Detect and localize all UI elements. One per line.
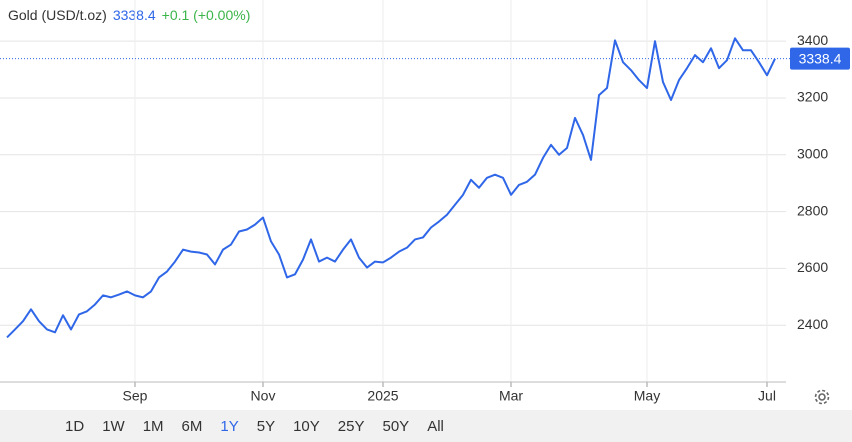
y-tick-label: 3000 [797, 145, 828, 161]
price: 3338.4 [112, 7, 156, 23]
range-button[interactable]: 50Y [382, 417, 410, 435]
y-tick-label: 3200 [797, 89, 828, 105]
range-button[interactable]: All [427, 417, 444, 435]
range-button[interactable]: 1Y [220, 417, 239, 435]
price-line [6, 37, 776, 339]
chart: 2400 2600 2800 3000 3200 3400 Sep Nov 2025 Mar May… [0, 0, 850, 405]
x-tick-label: Jul [758, 388, 776, 404]
x-tick-label: May [634, 388, 660, 404]
y-tick-label: 2800 [797, 202, 828, 218]
header: Gold (USD/t.oz) 3338.4 +0.1 (+0.00%) [8, 7, 256, 23]
y-tick-label: 2400 [797, 316, 828, 332]
y-tick-label: 3400 [797, 32, 828, 48]
y-tick-label: 2600 [797, 259, 828, 275]
title: Gold (USD/t.oz) [8, 7, 107, 23]
last-price-badge [790, 47, 850, 70]
range-button[interactable]: 10Y [293, 417, 320, 435]
last-price-label: 3338.4 [799, 50, 842, 66]
range-button[interactable]: 1D [65, 417, 85, 435]
x-tick-label: Mar [499, 388, 523, 404]
range-button[interactable]: 25Y [337, 417, 365, 435]
x-tick-label: Nov [251, 388, 276, 404]
x-tick-label: Sep [123, 388, 148, 404]
range-button[interactable]: 1M [142, 417, 164, 435]
range-button[interactable]: 6M [181, 417, 203, 435]
range-button[interactable]: 1W [102, 417, 125, 435]
range-bar: 1D 1W 1M 6M 1Y 5Y 10Y 25Y 50Y All [0, 410, 852, 442]
change: +0.1 (+0.00%) [161, 7, 251, 23]
x-tick-label: 2025 [367, 388, 398, 404]
range-button[interactable]: 5Y [256, 417, 276, 435]
settings-icon[interactable] [814, 389, 830, 405]
